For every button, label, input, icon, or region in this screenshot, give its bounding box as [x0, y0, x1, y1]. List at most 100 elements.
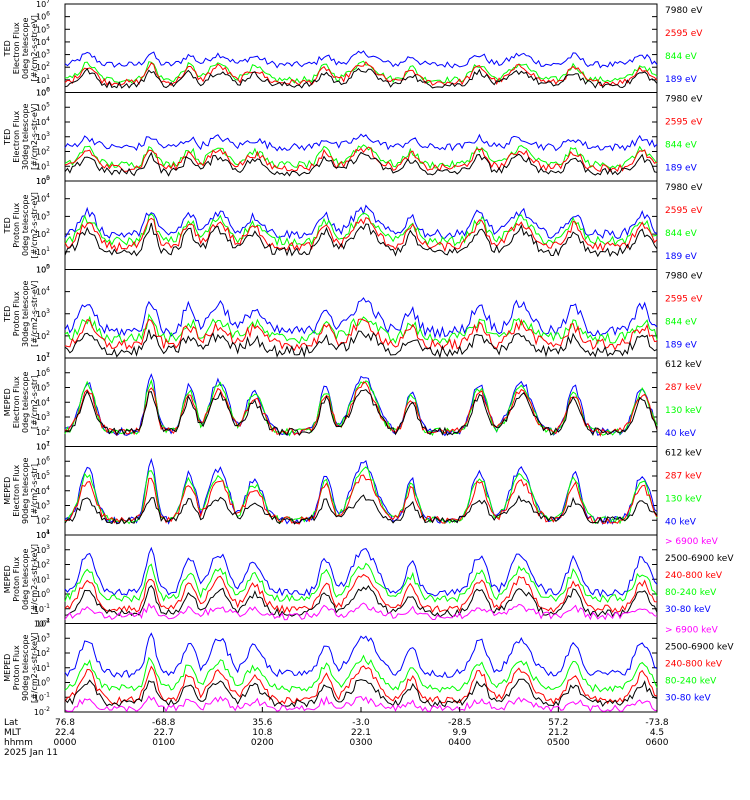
y-axis-label: [#/cm2-s-str-eV] [30, 192, 39, 258]
series-line [64, 216, 658, 253]
series-line [64, 146, 658, 173]
y-tick-exponent: 5 [46, 175, 50, 182]
y-tick-label: 107 [36, 352, 50, 363]
x-tick-mlt: 22.1 [351, 728, 371, 738]
legend-entry: 189 eV [665, 164, 698, 174]
y-tick-label: 100 [36, 588, 50, 599]
y-axis-label: 30deg telescope [21, 103, 30, 170]
y-tick-label: 102 [36, 330, 50, 341]
y-tick-exponent: -2 [44, 706, 50, 713]
series-line [64, 494, 658, 525]
legend-entry: 287 keV [665, 383, 702, 393]
y-tick-exponent: 5 [46, 23, 50, 30]
y-tick-exponent: 6 [46, 367, 50, 374]
y-axis-label: [#/cm2-s-str-eV] [30, 281, 39, 347]
y-tick-label: 107 [36, 441, 50, 452]
x-tick-mlt: 9.9 [453, 728, 468, 738]
x-tick-hhmm: 0400 [448, 738, 471, 748]
series-line [64, 151, 658, 177]
y-tick-exponent: 4 [46, 485, 50, 492]
panel-frame [64, 3, 658, 93]
y-tick-label: 103 [36, 308, 50, 319]
legend-entry: 30-80 keV [665, 605, 711, 615]
y-tick-exponent: 4 [46, 286, 50, 293]
x-tick-hhmm: 0600 [646, 738, 669, 748]
y-axis-label: [#/cm2-s-str-keV] [30, 632, 39, 703]
y-tick-exponent: 1 [46, 246, 50, 253]
y-tick-exponent: 4 [46, 618, 50, 625]
y-tick-exponent: 3 [46, 500, 50, 507]
x-axis-row-label: MLT [4, 728, 22, 738]
y-axis-label: Proton Flux [12, 291, 21, 336]
series-line [64, 678, 658, 708]
series-line [64, 573, 658, 614]
y-tick-label: 104 [36, 529, 50, 540]
y-tick-label: 101 [36, 662, 50, 673]
y-axis-label: Electron Flux [12, 110, 21, 162]
y-tick-label: 105 [36, 101, 50, 112]
y-tick-exponent: 0 [46, 677, 50, 684]
y-tick-exponent: 2 [46, 647, 50, 654]
y-axis-label: MEPED [3, 565, 12, 593]
y-tick-exponent: 3 [46, 411, 50, 418]
legend-entry: > 6900 keV [665, 626, 719, 636]
series-line [64, 584, 658, 618]
y-tick-exponent: 7 [46, 0, 50, 5]
y-tick-label: 104 [36, 618, 50, 629]
y-tick-label: 106 [36, 11, 50, 22]
y-tick-label: 101 [36, 441, 50, 452]
y-axis-label: Proton Flux [12, 557, 21, 602]
y-tick-label: 102 [36, 514, 50, 525]
y-tick-exponent: 7 [46, 352, 50, 359]
y-tick-label: 105 [36, 23, 50, 34]
y-tick-label: 100 [36, 175, 50, 186]
y-axis-label: 0deg telescope [21, 194, 30, 255]
y-axis-label: TED [3, 40, 12, 57]
y-tick-label: 103 [36, 544, 50, 555]
y-axis-label: [#/cm2-s-str] [30, 464, 39, 517]
y-tick-exponent: 1 [46, 662, 50, 669]
series-line [64, 602, 658, 621]
series-line [64, 318, 658, 352]
y-tick-exponent: 4 [46, 193, 50, 200]
y-tick-label: 104 [36, 396, 50, 407]
y-axis-label: 0deg telescope [21, 371, 30, 432]
y-tick-label: 104 [36, 286, 50, 297]
y-tick-exponent: 2 [46, 228, 50, 235]
y-tick-exponent: 6 [46, 11, 50, 18]
x-tick-hhmm: 0100 [152, 738, 175, 748]
y-axis-label: [#/cm2-s-str-keV] [30, 544, 39, 615]
y-axis-label: 90deg telescope [21, 634, 30, 701]
panel-frame [64, 180, 658, 270]
y-tick-exponent: 5 [46, 382, 50, 389]
y-tick-exponent: 5 [46, 470, 50, 477]
y-axis-label: TED [3, 129, 12, 146]
y-axis-label: [#/cm2-s-str-eV] [30, 104, 39, 170]
series-line [64, 546, 658, 598]
series-line [64, 313, 658, 345]
x-tick-mlt: 4.5 [650, 728, 664, 738]
x-axis-row-label: 2025 Jan 11 [4, 748, 58, 758]
x-tick-lat: -73.8 [645, 718, 669, 728]
y-tick-label: 104 [36, 116, 50, 127]
legend-entry: 612 keV [665, 360, 702, 370]
panel-frame [64, 92, 658, 182]
legend-entry: 844 eV [665, 52, 698, 62]
y-tick-exponent: 7 [46, 441, 50, 448]
y-tick-label: 102 [36, 146, 50, 157]
y-tick-exponent: 3 [46, 131, 50, 138]
legend-entry: 30-80 keV [665, 694, 711, 704]
y-axis-label: MEPED [3, 388, 12, 416]
series-line [64, 632, 658, 679]
y-axis-label: 0deg telescope [21, 548, 30, 609]
y-tick-label: 103 [36, 131, 50, 142]
y-tick-label: 102 [36, 61, 50, 72]
y-tick-label: 102 [36, 559, 50, 570]
y-tick-exponent: 0 [46, 175, 50, 182]
y-tick-exponent: 2 [46, 559, 50, 566]
series-line [64, 204, 658, 240]
y-tick-exponent: 2 [46, 514, 50, 521]
legend-entry: 130 keV [665, 406, 702, 416]
series-line [64, 562, 658, 603]
